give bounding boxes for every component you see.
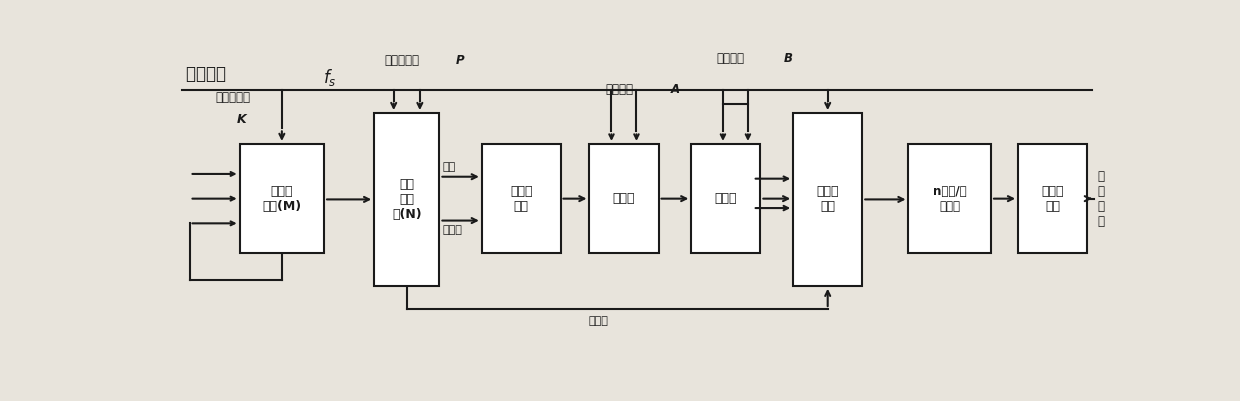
Text: 波形查
找表: 波形查 找表 bbox=[510, 184, 532, 213]
Bar bbox=[909, 144, 991, 253]
Text: A: A bbox=[671, 83, 680, 96]
Text: 系统时钟: 系统时钟 bbox=[186, 65, 232, 83]
Text: 地址
累加
器(N): 地址 累加 器(N) bbox=[392, 178, 422, 221]
Bar bbox=[691, 144, 760, 253]
Bar bbox=[794, 113, 862, 286]
Bar bbox=[1018, 144, 1087, 253]
Text: 加法系数: 加法系数 bbox=[717, 53, 745, 65]
Text: 除法器: 除法器 bbox=[613, 192, 635, 205]
Bar bbox=[374, 113, 439, 286]
Text: 加法器: 加法器 bbox=[714, 192, 737, 205]
Text: P: P bbox=[455, 54, 464, 67]
Text: $f_s$: $f_s$ bbox=[324, 67, 337, 88]
Text: 低通滤
波器: 低通滤 波器 bbox=[1042, 184, 1064, 213]
Text: 波
形
输
出: 波 形 输 出 bbox=[1097, 170, 1105, 228]
Text: B: B bbox=[784, 53, 792, 65]
Text: 相位控制字: 相位控制字 bbox=[384, 54, 419, 67]
Text: n位数/模
转换器: n位数/模 转换器 bbox=[932, 184, 966, 213]
Text: 次高位: 次高位 bbox=[443, 225, 463, 235]
Text: 低位: 低位 bbox=[443, 162, 455, 172]
Text: K: K bbox=[237, 113, 247, 126]
Text: 除法系数: 除法系数 bbox=[605, 83, 634, 96]
Text: 最高位: 最高位 bbox=[588, 316, 608, 326]
Bar bbox=[589, 144, 658, 253]
Text: 相位累
加器(M): 相位累 加器(M) bbox=[263, 184, 301, 213]
Text: 数据取
反器: 数据取 反器 bbox=[816, 185, 839, 213]
Bar bbox=[481, 144, 560, 253]
Text: 频率控制字: 频率控制字 bbox=[216, 91, 250, 104]
Bar bbox=[239, 144, 324, 253]
